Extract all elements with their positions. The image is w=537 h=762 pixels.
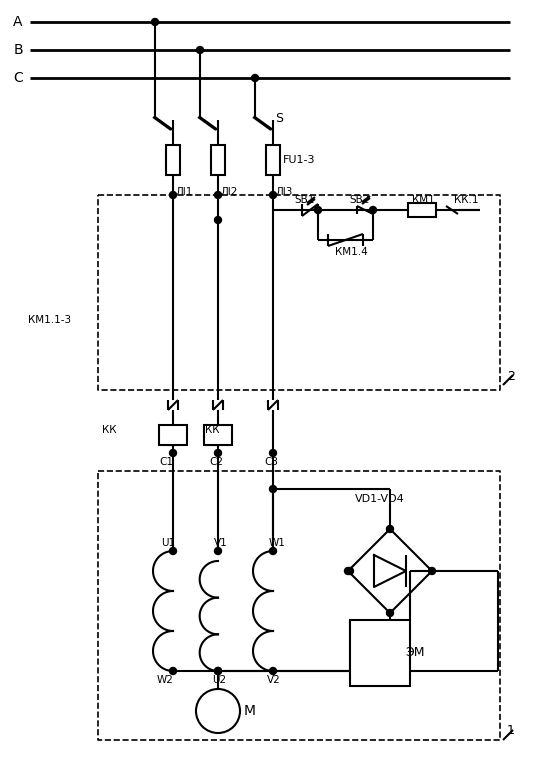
Bar <box>211 145 225 175</box>
Text: S: S <box>275 111 283 124</box>
Text: ЛI1: ЛI1 <box>176 187 193 197</box>
Text: ЛI3: ЛI3 <box>276 187 293 197</box>
Text: КМ1: КМ1 <box>412 195 435 205</box>
Text: SB1: SB1 <box>295 195 315 205</box>
Text: SB2: SB2 <box>350 195 370 205</box>
Bar <box>350 620 410 686</box>
Circle shape <box>251 75 258 82</box>
Circle shape <box>196 689 240 733</box>
Bar <box>204 425 232 445</box>
Text: FU1-3: FU1-3 <box>283 155 316 165</box>
Circle shape <box>170 548 177 555</box>
Text: C2: C2 <box>209 457 223 467</box>
Text: КМ1.4: КМ1.4 <box>335 247 368 257</box>
Text: W2: W2 <box>157 675 174 685</box>
Circle shape <box>270 485 277 492</box>
Bar <box>408 203 436 217</box>
Bar <box>159 425 187 445</box>
Text: ЛI2: ЛI2 <box>221 187 238 197</box>
Circle shape <box>170 668 177 674</box>
Circle shape <box>197 46 204 53</box>
Text: VD1-VD4: VD1-VD4 <box>355 494 405 504</box>
Circle shape <box>170 450 177 456</box>
Text: A: A <box>13 15 23 29</box>
Text: U2: U2 <box>212 675 226 685</box>
Bar <box>166 145 180 175</box>
Text: 1: 1 <box>507 723 515 737</box>
Circle shape <box>429 568 436 575</box>
Text: КК.1: КК.1 <box>454 195 478 205</box>
Circle shape <box>270 450 277 456</box>
Circle shape <box>270 668 277 674</box>
Circle shape <box>345 568 352 575</box>
Circle shape <box>387 526 394 533</box>
Text: КК: КК <box>102 425 117 435</box>
Bar <box>266 145 280 175</box>
Text: C1: C1 <box>159 457 173 467</box>
Circle shape <box>315 207 322 213</box>
Circle shape <box>346 568 353 575</box>
Circle shape <box>214 216 221 223</box>
Text: M: M <box>244 704 256 718</box>
Circle shape <box>214 668 221 674</box>
Circle shape <box>369 207 376 213</box>
Circle shape <box>170 191 177 198</box>
Text: C: C <box>13 71 23 85</box>
Circle shape <box>214 668 221 674</box>
Text: B: B <box>13 43 23 57</box>
Text: V2: V2 <box>267 675 281 685</box>
Text: C3: C3 <box>264 457 278 467</box>
Circle shape <box>214 450 221 456</box>
Circle shape <box>151 18 158 25</box>
Text: W1: W1 <box>269 538 286 548</box>
Text: ЭМ: ЭМ <box>405 646 425 659</box>
Circle shape <box>387 610 394 616</box>
Circle shape <box>270 548 277 555</box>
Circle shape <box>214 548 221 555</box>
Circle shape <box>214 191 221 198</box>
Text: 2: 2 <box>507 370 515 383</box>
Text: U1: U1 <box>161 538 175 548</box>
Text: КК: КК <box>205 425 220 435</box>
Text: V1: V1 <box>214 538 228 548</box>
Circle shape <box>270 191 277 198</box>
Bar <box>360 628 400 678</box>
Text: КМ1.1-3: КМ1.1-3 <box>28 315 71 325</box>
